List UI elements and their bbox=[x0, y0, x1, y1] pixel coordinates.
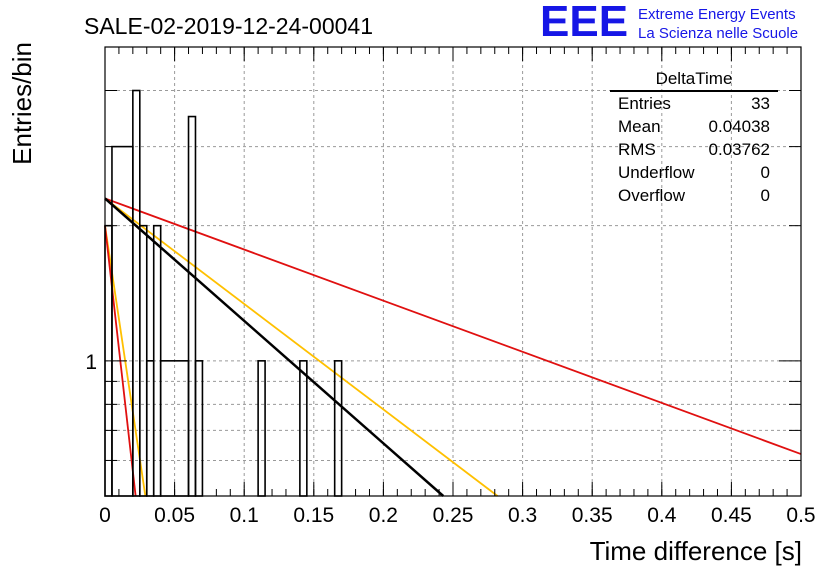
stats-row-underflow: Underflow 0 bbox=[618, 161, 770, 184]
y-tick-label: 1 bbox=[85, 351, 97, 374]
logo-line-1: Extreme Energy Events bbox=[638, 6, 796, 23]
x-tick-label: 0.3 bbox=[508, 504, 537, 527]
x-tick-label: 0.15 bbox=[293, 504, 334, 527]
x-tick-label: 0.5 bbox=[786, 504, 815, 527]
stats-row-overflow: Overflow 0 bbox=[618, 184, 770, 207]
stats-key: RMS bbox=[618, 140, 656, 159]
stats-key: Underflow bbox=[618, 163, 695, 182]
stats-row-entries: Entries 33 bbox=[618, 92, 770, 115]
x-tick-label: 0.25 bbox=[433, 504, 474, 527]
stats-value: 33 bbox=[751, 94, 770, 113]
fit-line-2 bbox=[104, 197, 499, 497]
x-axis-ticks: 0 0.05 0.1 0.15 0.2 0.25 0.3 0.35 0.4 0.45 0.5 bbox=[99, 47, 816, 527]
x-tick-label: 0.1 bbox=[230, 504, 259, 527]
logo-mark: EEE bbox=[540, 0, 629, 46]
x-tick-label: 0.35 bbox=[572, 504, 613, 527]
stats-value: 0 bbox=[760, 186, 770, 205]
stats-key: Overflow bbox=[618, 186, 686, 205]
x-tick-label: 0.05 bbox=[154, 504, 195, 527]
stats-value: 0.03762 bbox=[708, 140, 770, 159]
x-tick-label: 0.2 bbox=[369, 504, 398, 527]
stats-key: Entries bbox=[618, 94, 671, 113]
x-tick-label: 0 bbox=[99, 504, 111, 527]
stats-row-mean: Mean 0.04038 bbox=[618, 115, 770, 138]
stats-box: DeltaTime Entries 33 Mean 0.04038 RMS 0.… bbox=[610, 68, 778, 210]
stats-title: DeltaTime bbox=[610, 68, 778, 92]
histogram-bars bbox=[104, 89, 343, 497]
x-tick-label: 0.4 bbox=[647, 504, 677, 527]
chart-title: SALE-02-2019-12-24-00041 bbox=[84, 13, 373, 39]
fit-line-3 bbox=[104, 197, 445, 497]
x-axis-label: Time difference [s] bbox=[590, 536, 802, 566]
x-tick-label: 0.45 bbox=[711, 504, 752, 527]
stats-row-rms: RMS 0.03762 bbox=[618, 138, 770, 161]
stats-value: 0.04038 bbox=[708, 117, 770, 136]
stats-key: Mean bbox=[618, 117, 661, 136]
logo-line-2: La Scienza nelle Scuole bbox=[638, 25, 799, 42]
histogram-bin-8 bbox=[187, 115, 197, 497]
y-axis-label: Entries/bin bbox=[7, 42, 37, 165]
y-axis-ticks: 1 bbox=[85, 46, 801, 497]
grid-lines bbox=[105, 47, 801, 496]
eee-logo: EEE Extreme Energy Events La Scienza nel… bbox=[540, 0, 830, 44]
stats-value: 0 bbox=[760, 163, 770, 182]
fit-line-1 bbox=[104, 197, 802, 455]
